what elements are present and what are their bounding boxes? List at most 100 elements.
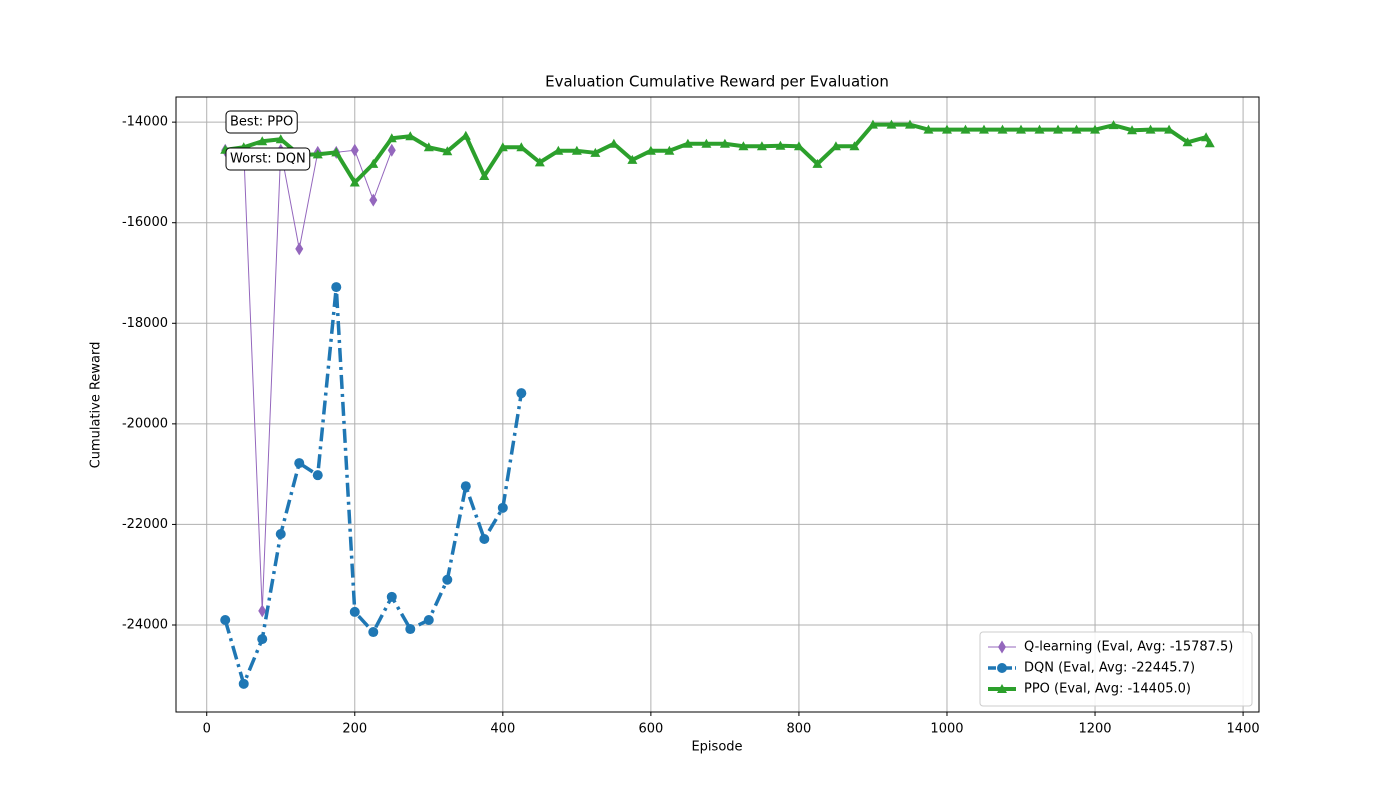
marker bbox=[423, 142, 434, 152]
marker bbox=[220, 614, 231, 625]
marker bbox=[1145, 124, 1156, 134]
marker bbox=[369, 193, 378, 207]
marker bbox=[1182, 137, 1193, 147]
marker bbox=[701, 138, 712, 148]
marker bbox=[497, 502, 508, 513]
marker bbox=[756, 141, 767, 151]
legend-label: PPO (Eval, Avg: -14405.0) bbox=[1024, 682, 1191, 697]
marker bbox=[479, 170, 490, 180]
marker bbox=[812, 158, 823, 168]
marker bbox=[257, 634, 268, 645]
y-tick-label: -22000 bbox=[122, 517, 168, 532]
marker bbox=[295, 242, 304, 256]
chart-title: Evaluation Cumulative Reward per Evaluat… bbox=[545, 73, 889, 91]
marker bbox=[1034, 124, 1045, 134]
marker bbox=[793, 141, 804, 151]
marker bbox=[312, 470, 323, 481]
marker bbox=[275, 528, 286, 539]
marker bbox=[386, 133, 397, 143]
marker bbox=[645, 145, 656, 155]
y-tick-label: -18000 bbox=[122, 316, 168, 331]
marker bbox=[941, 124, 952, 134]
x-tick-label: 200 bbox=[342, 722, 367, 737]
marker bbox=[1053, 124, 1064, 134]
marker bbox=[1201, 132, 1212, 142]
marker bbox=[978, 124, 989, 134]
marker bbox=[1071, 124, 1082, 134]
marker bbox=[479, 534, 490, 545]
marker bbox=[997, 684, 1007, 693]
y-tick-label: -14000 bbox=[122, 115, 168, 130]
marker bbox=[331, 282, 342, 293]
marker bbox=[516, 142, 527, 152]
marker bbox=[1204, 138, 1215, 148]
marker bbox=[387, 143, 396, 157]
marker bbox=[312, 149, 323, 159]
marker bbox=[460, 481, 471, 492]
x-axis-label: Episode bbox=[691, 740, 742, 755]
legend-label: DQN (Eval, Avg: -22445.7) bbox=[1024, 661, 1195, 676]
marker bbox=[349, 606, 360, 617]
marker bbox=[960, 124, 971, 134]
marker bbox=[442, 574, 453, 585]
marker bbox=[1016, 124, 1027, 134]
marker bbox=[627, 154, 638, 164]
marker bbox=[442, 146, 453, 156]
plot-area bbox=[220, 119, 1215, 689]
y-tick-label: -20000 bbox=[122, 416, 168, 431]
annotation-box bbox=[225, 110, 298, 134]
x-tick-label: 1400 bbox=[1227, 722, 1260, 737]
marker bbox=[516, 388, 527, 399]
x-tick-label: 800 bbox=[787, 722, 812, 737]
x-tick-label: 600 bbox=[638, 722, 663, 737]
marker bbox=[738, 141, 749, 151]
marker bbox=[368, 627, 379, 638]
marker bbox=[423, 614, 434, 625]
marker bbox=[571, 145, 582, 155]
marker bbox=[350, 143, 359, 157]
x-tick-label: 0 bbox=[203, 722, 211, 737]
y-tick-label: -24000 bbox=[122, 618, 168, 633]
marker bbox=[275, 134, 286, 144]
marker bbox=[886, 119, 897, 129]
x-tick-label: 1000 bbox=[930, 722, 963, 737]
marker bbox=[258, 604, 267, 618]
marker bbox=[386, 591, 397, 602]
marker bbox=[849, 141, 860, 151]
marker bbox=[608, 138, 619, 148]
marker bbox=[904, 119, 915, 129]
x-tick-label: 400 bbox=[490, 722, 515, 737]
marker bbox=[257, 136, 268, 146]
marker bbox=[368, 158, 379, 168]
marker bbox=[460, 130, 471, 140]
marker bbox=[534, 157, 545, 167]
marker bbox=[1090, 124, 1101, 134]
annotation: Worst: DQN bbox=[230, 152, 306, 167]
y-tick-label: -16000 bbox=[122, 215, 168, 230]
marker bbox=[1127, 125, 1138, 135]
annotation-box bbox=[225, 147, 311, 171]
x-tick-label: 1200 bbox=[1078, 722, 1111, 737]
marker bbox=[867, 119, 878, 129]
marker bbox=[294, 458, 305, 469]
y-axis-label: Cumulative Reward bbox=[89, 342, 104, 469]
legend-box bbox=[979, 631, 1253, 707]
legend: Q-learning (Eval, Avg: -15787.5) DQN (Eva… bbox=[979, 631, 1253, 707]
marker bbox=[590, 147, 601, 157]
marker bbox=[998, 640, 1006, 654]
marker bbox=[923, 124, 934, 134]
marker bbox=[775, 140, 786, 150]
marker bbox=[830, 141, 841, 151]
marker bbox=[682, 138, 693, 148]
marker bbox=[664, 145, 675, 155]
marker bbox=[1164, 124, 1175, 134]
grid bbox=[176, 97, 1259, 712]
marker bbox=[997, 124, 1008, 134]
marker bbox=[331, 147, 342, 157]
annotations: Best: PPO Worst: DQN bbox=[225, 110, 311, 171]
marker bbox=[349, 177, 360, 187]
annotation: Best: PPO bbox=[230, 115, 293, 130]
axes-frame bbox=[175, 96, 1260, 713]
marker bbox=[238, 678, 249, 689]
